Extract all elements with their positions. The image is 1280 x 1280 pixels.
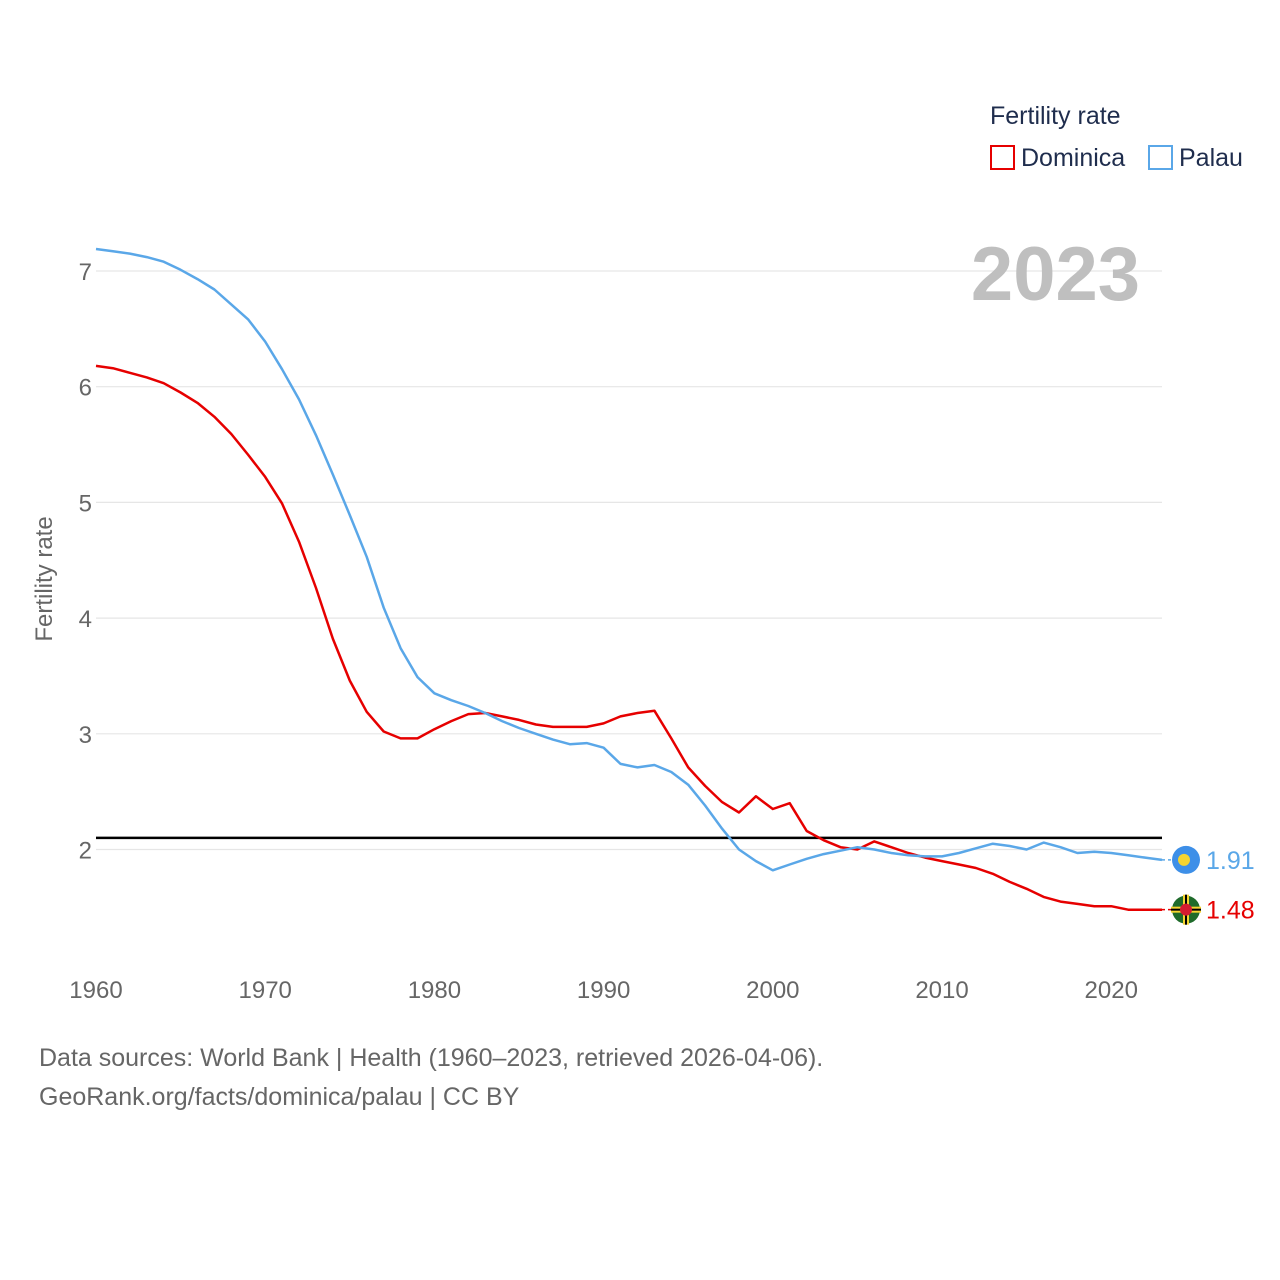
footer-sources: Data sources: World Bank | Health (1960–… <box>39 1044 824 1072</box>
series-line-dominica <box>95 364 1162 911</box>
x-tick-1970: 1970 <box>239 977 292 1004</box>
year-label: 2023 <box>971 232 1140 317</box>
dominica-flag-disc <box>1180 903 1192 916</box>
y-tick-2: 2 <box>79 838 92 865</box>
legend-title: Fertility rate <box>990 102 1121 130</box>
legend-swatch-palau[interactable] <box>1148 145 1173 170</box>
palau-flag-disc <box>1178 853 1190 866</box>
end-value-palau: 1.91 <box>1206 847 1255 875</box>
legend: Fertility rate Dominica Palau <box>990 102 1243 172</box>
x-tick-2020: 2020 <box>1085 977 1138 1004</box>
grid-lines <box>96 270 1162 851</box>
y-tick-6: 6 <box>79 375 92 402</box>
x-tick-1960: 1960 <box>69 977 122 1004</box>
y-tick-4: 4 <box>79 606 92 633</box>
x-tick-1980: 1980 <box>408 977 461 1004</box>
end-markers: 1.48 1.91 <box>1162 845 1255 925</box>
y-tick-3: 3 <box>79 722 92 749</box>
y-axis-label: Fertility rate <box>31 516 58 641</box>
y-tick-5: 5 <box>79 490 92 517</box>
footer-attribution: GeoRank.org/facts/dominica/palau | CC BY <box>39 1083 520 1111</box>
series-line-palau <box>95 247 1163 872</box>
series-lines <box>95 247 1163 911</box>
legend-label-palau[interactable]: Palau <box>1179 144 1243 172</box>
legend-label-dominica[interactable]: Dominica <box>1021 144 1125 172</box>
x-axis-ticks: 1960 1970 1980 1990 2000 2010 2020 <box>69 977 1138 1004</box>
x-tick-2010: 2010 <box>915 977 968 1004</box>
y-tick-7: 7 <box>79 259 92 286</box>
x-tick-2000: 2000 <box>746 977 799 1004</box>
y-axis-ticks: 2 3 4 5 6 7 <box>79 259 92 865</box>
legend-swatch-dominica[interactable] <box>990 145 1015 170</box>
x-tick-1990: 1990 <box>577 977 630 1004</box>
end-value-dominica: 1.48 <box>1206 897 1255 925</box>
